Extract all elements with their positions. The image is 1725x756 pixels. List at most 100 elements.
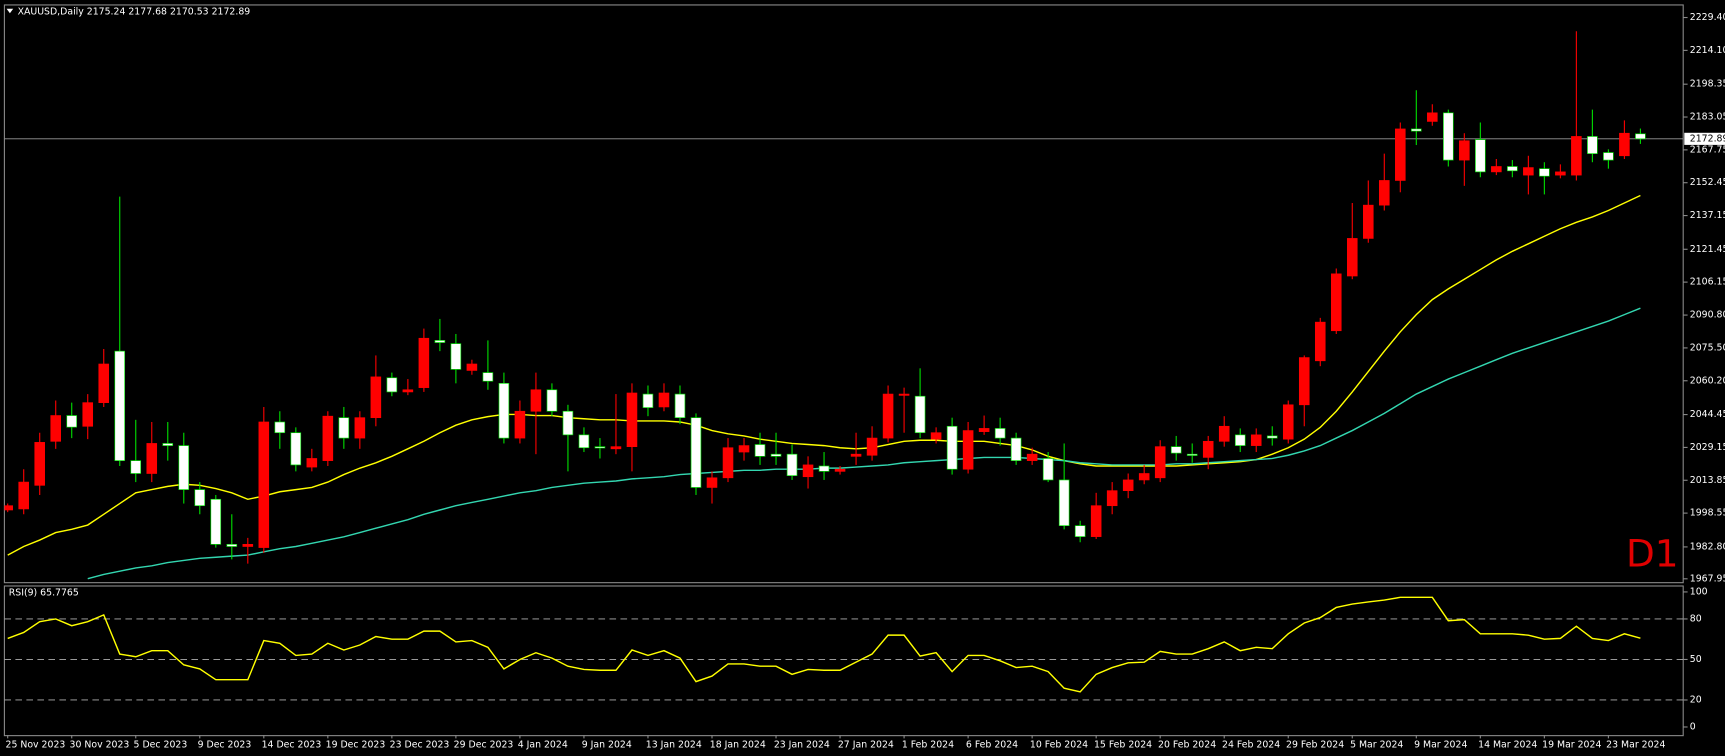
candle-body xyxy=(1411,128,1422,132)
candle-body xyxy=(818,465,830,472)
y-tick-label: 50 xyxy=(1690,654,1702,665)
y-tick-label: 2137.15 xyxy=(1690,210,1725,221)
y-tick-label: 80 xyxy=(1690,613,1702,624)
candle-body xyxy=(754,444,766,457)
x-tick-label: 9 Mar 2024 xyxy=(1414,739,1467,750)
candle-body xyxy=(722,447,734,479)
candle-body xyxy=(1218,425,1230,442)
candle-body xyxy=(1186,453,1198,456)
candle-body xyxy=(850,453,862,457)
y-tick-label: 2029.15 xyxy=(1690,442,1725,453)
candle-body xyxy=(18,481,29,510)
main-panel-border xyxy=(3,4,1684,584)
x-tick-label: 29 Feb 2024 xyxy=(1286,739,1344,750)
x-tick-label: 27 Jan 2024 xyxy=(838,739,894,750)
candle-body xyxy=(562,410,574,436)
candle-body xyxy=(210,498,222,545)
candle-body xyxy=(1587,136,1598,154)
rsi-plot xyxy=(4,596,1684,701)
menu-arrow[interactable] xyxy=(6,8,14,14)
candle-body xyxy=(914,395,926,434)
candle-body xyxy=(162,443,174,446)
candle-body xyxy=(514,410,526,439)
candle-body xyxy=(786,453,798,476)
x-tick-label: 18 Jan 2024 xyxy=(710,739,766,750)
candle-body xyxy=(194,489,206,507)
candle-body xyxy=(1106,490,1118,507)
candle-body xyxy=(114,350,126,461)
candle-body xyxy=(1363,204,1374,239)
candle-body xyxy=(178,445,190,490)
candle-body xyxy=(306,458,318,468)
chart-title: XAUUSD,Daily 2175.24 2177.68 2170.53 217… xyxy=(18,7,251,18)
candle-body xyxy=(1138,473,1150,481)
candle-body xyxy=(930,432,942,440)
candle-body xyxy=(258,421,270,548)
candle-body xyxy=(946,425,958,470)
candle-body xyxy=(1010,437,1022,461)
y-tick-label: 20 xyxy=(1690,694,1702,705)
candle-body xyxy=(770,453,782,457)
x-tick-label: 30 Nov 2023 xyxy=(70,739,130,750)
candle-body xyxy=(82,402,94,427)
candle-body xyxy=(50,415,62,442)
candle-body xyxy=(1571,136,1582,176)
axes: 2229.40 2214.10 2198.35 2183.05 2167.75 2152.… xyxy=(6,12,1725,750)
candle-body xyxy=(130,460,142,474)
candle-body xyxy=(1170,446,1182,454)
candle-body xyxy=(642,393,654,408)
rsi-line xyxy=(7,596,1641,693)
last-price-label: 2172.89 xyxy=(1690,133,1725,144)
candle-body xyxy=(738,445,750,453)
candle-body xyxy=(690,417,702,488)
candle-body xyxy=(1250,434,1262,446)
candle-body xyxy=(1026,453,1038,461)
timeframe-label: D1 xyxy=(1626,532,1679,576)
candle-body xyxy=(1427,112,1438,122)
rsi-title: RSI(9) 65.7765 xyxy=(9,588,79,599)
price-plot xyxy=(4,31,1684,580)
x-tick-label: 24 Feb 2024 xyxy=(1222,739,1280,750)
x-tick-label: 23 Dec 2023 xyxy=(390,739,450,750)
candle-body xyxy=(1314,321,1326,362)
y-tick-label: 1998.55 xyxy=(1690,508,1725,519)
x-tick-label: 15 Feb 2024 xyxy=(1094,739,1152,750)
candle-body xyxy=(1234,434,1246,446)
x-tick-label: 10 Feb 2024 xyxy=(1030,739,1088,750)
candle-body xyxy=(450,343,462,370)
x-tick-label: 4 Jan 2024 xyxy=(518,739,568,750)
candle-body xyxy=(402,389,414,393)
candle-body xyxy=(978,428,990,432)
y-tick-label: 2075.50 xyxy=(1690,342,1725,353)
candle-body xyxy=(1058,479,1070,527)
x-tick-label: 23 Jan 2024 xyxy=(774,739,830,750)
candle-body xyxy=(1523,167,1534,176)
x-tick-label: 5 Mar 2024 xyxy=(1350,739,1403,750)
candle-body xyxy=(1603,152,1614,161)
candle-body xyxy=(834,468,846,472)
candle-body xyxy=(1507,166,1518,172)
y-tick-label: 2090.80 xyxy=(1690,310,1725,321)
x-tick-label: 13 Jan 2024 xyxy=(646,739,702,750)
last-price-box xyxy=(1684,132,1725,145)
candle-body xyxy=(1379,180,1390,206)
y-tick-label: 2121.45 xyxy=(1690,244,1725,255)
x-tick-label: 1 Feb 2024 xyxy=(902,739,954,750)
candle-body xyxy=(1619,132,1630,157)
candle-body xyxy=(1635,133,1646,140)
moving-average-line xyxy=(87,307,1641,580)
candle-body xyxy=(242,544,254,547)
y-tick-label: 1967.95 xyxy=(1690,573,1725,584)
candle-body xyxy=(994,428,1006,439)
y-tick-label: 0 xyxy=(1690,721,1696,732)
x-tick-label: 19 Mar 2024 xyxy=(1542,739,1601,750)
candle-body xyxy=(434,340,446,343)
x-tick-label: 9 Jan 2024 xyxy=(582,739,632,750)
candle-body xyxy=(546,389,558,412)
candle-body xyxy=(338,417,350,439)
candle-body xyxy=(1395,128,1406,181)
candle-body xyxy=(274,421,286,434)
y-tick-label: 100 xyxy=(1690,586,1708,597)
candle-body xyxy=(1443,112,1454,161)
